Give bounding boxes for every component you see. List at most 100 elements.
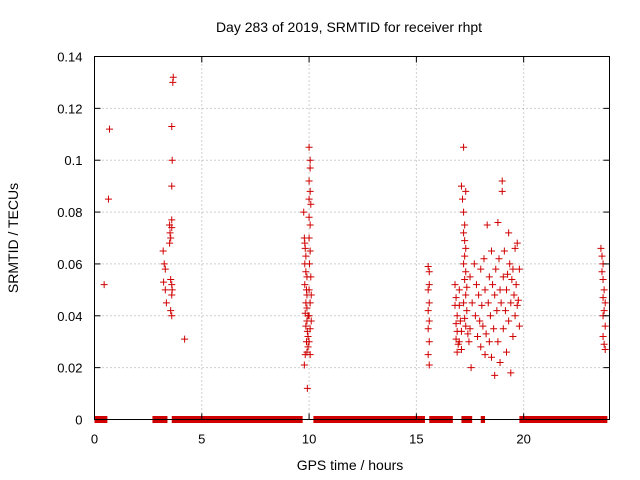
data-point <box>511 244 519 252</box>
data-point <box>167 234 175 242</box>
data-point <box>597 244 605 252</box>
data-point <box>461 314 469 322</box>
x-tick-label: 10 <box>302 432 316 447</box>
data-point <box>496 286 504 294</box>
data-point <box>470 260 478 268</box>
data-point <box>161 286 169 294</box>
data-point <box>302 322 310 330</box>
data-point <box>304 343 312 351</box>
data-point <box>499 325 507 333</box>
data-point <box>497 299 505 307</box>
data-point <box>475 291 483 299</box>
data-point <box>501 307 509 315</box>
data-point <box>508 275 516 283</box>
data-point <box>515 265 523 273</box>
data-point <box>159 247 167 255</box>
x-tick-label: 5 <box>198 432 205 447</box>
data-point <box>509 333 517 341</box>
data-point <box>167 307 175 315</box>
tick-labels: 0 5 10 15 20 0 0.02 0.04 0.06 0.08 0.1 0.12 0.14 <box>57 50 610 447</box>
data-point <box>460 229 468 237</box>
data-point <box>498 177 506 185</box>
data-point <box>306 260 314 268</box>
data-point <box>306 221 314 229</box>
data-point <box>305 338 313 346</box>
y-tick-label: 0.04 <box>57 309 82 324</box>
data-point <box>305 213 313 221</box>
data-point <box>303 304 311 312</box>
data-point <box>486 312 494 320</box>
data-point <box>487 247 495 255</box>
data-point <box>457 327 465 335</box>
data-point <box>499 273 507 281</box>
data-point <box>464 330 472 338</box>
data-point <box>301 281 309 289</box>
data-point <box>307 317 315 325</box>
data-point <box>300 361 308 369</box>
data-point <box>503 286 510 294</box>
x-axis-label: GPS time / hours <box>297 457 404 473</box>
data-point <box>514 296 522 304</box>
data-point <box>491 291 499 299</box>
data-point <box>600 307 608 315</box>
data-point <box>455 301 463 309</box>
y-tick-label: 0.1 <box>64 153 82 168</box>
data-point <box>477 265 485 273</box>
data-point <box>160 260 168 268</box>
data-point <box>453 348 461 356</box>
data-point <box>424 351 432 359</box>
data-point <box>459 195 467 203</box>
data-point <box>461 221 469 229</box>
plot-frame <box>94 56 610 420</box>
data-point <box>167 275 175 283</box>
data-point <box>452 320 460 328</box>
data-point <box>455 338 463 346</box>
data-point <box>307 200 315 208</box>
data-point <box>424 263 432 271</box>
data-point <box>599 333 607 341</box>
data-point <box>169 73 177 81</box>
data-point <box>480 255 488 263</box>
data-point <box>460 208 468 216</box>
data-point <box>485 338 493 346</box>
data-point <box>461 275 469 283</box>
data-point <box>487 353 495 361</box>
data-point <box>457 182 465 190</box>
data-point <box>455 286 463 294</box>
data-point <box>481 351 489 359</box>
data-point <box>598 252 606 260</box>
data-point <box>515 322 523 330</box>
data-point <box>300 208 308 216</box>
data-point <box>494 218 502 226</box>
data-point <box>425 338 433 346</box>
data-point <box>306 325 314 333</box>
y-tick-label: 0.02 <box>57 361 82 376</box>
data-point <box>498 187 506 195</box>
data-point <box>168 224 176 232</box>
data-point <box>462 291 470 299</box>
data-point <box>490 325 498 333</box>
data-point <box>453 312 461 320</box>
data-point <box>161 265 169 273</box>
data-point <box>425 281 433 289</box>
data-point <box>601 345 609 353</box>
data-point <box>166 229 174 237</box>
data-point <box>306 156 314 164</box>
data-point <box>160 278 168 286</box>
data-point <box>460 299 468 307</box>
data-point <box>466 273 474 281</box>
grid <box>94 56 610 420</box>
x-tick-label: 20 <box>516 432 530 447</box>
data-point <box>503 348 510 356</box>
data-point <box>306 351 314 359</box>
data-point <box>425 268 433 276</box>
data-point <box>304 333 312 341</box>
data-points <box>100 73 609 392</box>
y-tick-label: 0.08 <box>57 205 82 220</box>
data-point <box>305 143 313 151</box>
data-point <box>466 325 474 333</box>
x-tick-label: 0 <box>91 432 98 447</box>
y-tick-label: 0.06 <box>57 257 82 272</box>
data-point <box>305 234 313 242</box>
